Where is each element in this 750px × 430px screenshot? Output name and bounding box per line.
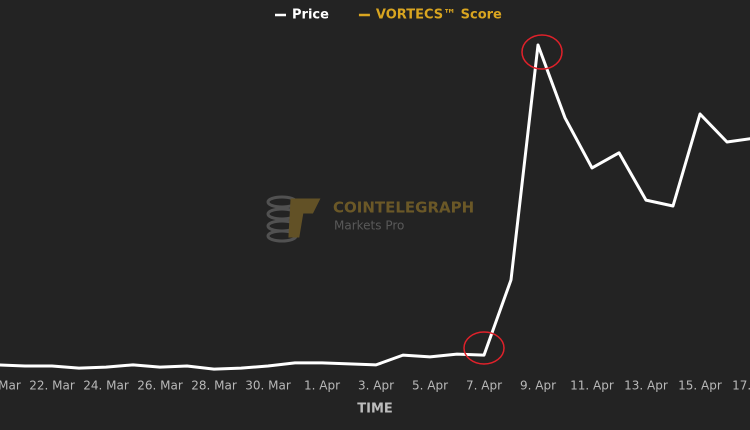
x-tick-label: 20. Mar: [0, 379, 21, 393]
legend-label: VORTECS™ Score: [376, 8, 502, 23]
x-tick-label: 15. Apr: [678, 379, 722, 393]
x-tick-label: 1. Apr: [304, 379, 340, 393]
x-tick-label: 26. Mar: [137, 379, 183, 393]
x-tick-label: 24. Mar: [83, 379, 129, 393]
legend-label: Price: [292, 8, 329, 23]
legend: Price VORTECS™ Score: [275, 8, 502, 23]
plot-area: 20. Mar 22. Mar 24. Mar 26. Mar 28. Mar 30. M…: [0, 43, 750, 393]
x-axis-label: TIME: [357, 402, 393, 417]
price-line: [0, 43, 750, 371]
watermark-logo: [266, 195, 321, 243]
x-tick-label: 3. Apr: [358, 379, 394, 393]
x-tick-label: 9. Apr: [520, 379, 556, 393]
x-tick-label: 22. Mar: [29, 379, 75, 393]
highlight-circle: [463, 331, 505, 365]
watermark-title: COINTELEGRAPH: [333, 199, 474, 217]
x-tick-label: 11. Apr: [570, 379, 614, 393]
x-tick-label: 17. Apr: [732, 379, 750, 393]
x-tick-label: 7. Apr: [466, 379, 502, 393]
legend-item: Price: [275, 8, 329, 23]
x-tick-label: 30. Mar: [245, 379, 291, 393]
watermark: COINTELEGRAPH Markets Pro: [266, 195, 474, 243]
x-tick-label: 13. Apr: [624, 379, 668, 393]
watermark-subtitle: Markets Pro: [334, 219, 404, 233]
legend-item: VORTECS™ Score: [358, 8, 502, 23]
x-tick-label: 28. Mar: [191, 379, 237, 393]
highlight-circle: [521, 34, 563, 70]
x-tick-label: 5. Apr: [412, 379, 448, 393]
